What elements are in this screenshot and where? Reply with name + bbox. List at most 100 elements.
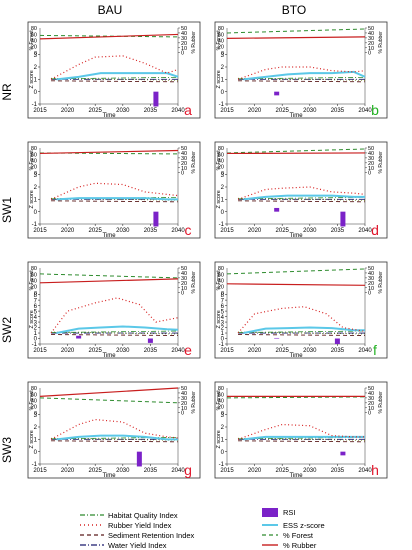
rubber-yield-line — [237, 186, 366, 200]
x-tick-label: 2030 — [116, 108, 130, 114]
legend-sediment-label: Sediment Retention Index — [108, 531, 195, 540]
forest-axis-title: % Forest — [216, 30, 222, 51]
forest-pct-line — [226, 396, 366, 399]
legend-rubber-label: % Rubber — [283, 541, 317, 550]
rsi-bar — [153, 91, 159, 107]
sediment-line — [51, 334, 179, 336]
ess-zscore-line — [56, 72, 179, 81]
forest-axis-title-text: % Forest — [29, 150, 35, 171]
x-tick-label: 2020 — [61, 468, 75, 474]
rubber-tick-label: 10 — [368, 166, 374, 172]
forest-tick-label: 20 — [218, 405, 224, 411]
rsi-bar — [274, 91, 280, 96]
panel-frame — [214, 141, 388, 239]
x-tick-label: 2040 — [358, 108, 372, 114]
forest-tick-label: 40 — [31, 159, 37, 165]
rubber-tick-label: 30 — [181, 156, 187, 162]
rubber-tick-label: 0 — [368, 171, 371, 177]
z-tick-label: -1 — [32, 342, 38, 348]
ess-zscore-line — [56, 197, 178, 201]
x-tick-label: 2040 — [171, 228, 185, 234]
x-axis-title: Time — [289, 233, 303, 239]
x-tick-label: 2025 — [89, 468, 103, 474]
z-tick-label: 2 — [221, 185, 225, 191]
forest-tick-label: 0 — [221, 411, 224, 417]
row-title-sw2: SW2 — [0, 317, 14, 343]
rsi-bar — [76, 335, 82, 339]
x-tick-label: 2035 — [144, 468, 158, 474]
x-tick-label: 2030 — [116, 348, 130, 354]
x-tick-label: 2030 — [303, 468, 317, 474]
rubber-pct-line — [39, 33, 179, 40]
rubber-tick-label: 30 — [181, 276, 187, 282]
forest-tick-label: 40 — [218, 279, 224, 285]
rubber-tick-label: 0 — [181, 51, 184, 57]
rubber-pct-line — [226, 36, 366, 39]
z-axis-title-text: Z score — [29, 310, 35, 328]
sediment-line — [51, 440, 179, 443]
rubber-tick-label: 10 — [368, 406, 374, 412]
forest-tick-label: 20 — [218, 285, 224, 291]
forest-axis-title-text: % Forest — [216, 150, 222, 171]
rubber-tick-label: 50 — [368, 146, 374, 152]
rubber-tick-label: 40 — [368, 271, 374, 277]
z-axis-title: Z score — [29, 430, 35, 448]
rubber-axis-title: % Rubber — [191, 271, 197, 294]
rubber-yield-line — [50, 297, 179, 334]
z-axis-title: Z score — [29, 190, 35, 208]
z-tick-label: 0 — [221, 90, 225, 96]
x-tick-label: 2020 — [61, 228, 75, 234]
z-tick-label: 1 — [221, 438, 225, 444]
rubber-tick-label: 30 — [368, 396, 374, 402]
z-tick-label: 1 — [221, 78, 225, 84]
rsi-bar — [340, 211, 346, 227]
rubber-tick-label: 0 — [181, 291, 184, 297]
rubber-axis-title: % Rubber — [191, 391, 197, 414]
z-tick-label: -1 — [32, 462, 38, 468]
sediment-line — [238, 334, 366, 336]
z-tick-label: 0 — [221, 210, 225, 216]
rsi-bar — [274, 337, 280, 339]
rubber-axis-title-text: % Rubber — [191, 271, 197, 294]
z-tick-label: 3 — [34, 53, 38, 59]
x-tick-label: 2035 — [144, 108, 158, 114]
x-tick-label: 2040 — [358, 348, 372, 354]
x-axis-title: Time — [289, 353, 303, 359]
rubber-axis-title: % Rubber — [378, 391, 384, 414]
forest-tick-label: 80 — [218, 146, 224, 152]
forest-axis-title: % Forest — [29, 390, 35, 411]
rubber-tick-label: 10 — [181, 166, 187, 172]
z-tick-label: 1 — [34, 438, 38, 444]
forest-tick-label: 20 — [218, 45, 224, 51]
x-tick-label: 2020 — [61, 108, 75, 114]
z-tick-label: 2 — [221, 65, 225, 71]
rubber-tick-label: 40 — [368, 391, 374, 397]
x-tick-label: 2015 — [33, 108, 47, 114]
x-tick-label: 2015 — [220, 108, 234, 114]
forest-tick-label: 20 — [31, 45, 37, 51]
x-tick-label: 2025 — [89, 228, 103, 234]
z-tick-label: 0 — [34, 90, 38, 96]
rubber-tick-label: 20 — [181, 401, 187, 407]
forest-pct-line — [226, 28, 366, 34]
legend-rubber-yield-label: Rubber Yield Index — [108, 521, 172, 530]
legend: Habitat Quality Index Rubber Yield Index… — [80, 508, 325, 550]
z-tick-label: 7 — [34, 298, 38, 304]
x-tick-label: 2025 — [276, 228, 290, 234]
z-axis-title-text: Z score — [29, 430, 35, 448]
forest-pct-line — [39, 273, 179, 279]
x-tick-label: 2040 — [171, 348, 185, 354]
x-tick-label: 2040 — [358, 228, 372, 234]
z-tick-label: 8 — [221, 293, 225, 299]
z-tick-label: 1 — [34, 78, 38, 84]
forest-tick-label: 80 — [31, 26, 37, 32]
z-axis-title-text: Z score — [216, 190, 222, 208]
forest-tick-label: 60 — [31, 272, 37, 278]
rubber-yield-line — [237, 306, 366, 334]
z-axis-title: Z score — [216, 430, 222, 448]
x-tick-label: 2020 — [248, 228, 262, 234]
panel-letter: h — [371, 462, 379, 478]
